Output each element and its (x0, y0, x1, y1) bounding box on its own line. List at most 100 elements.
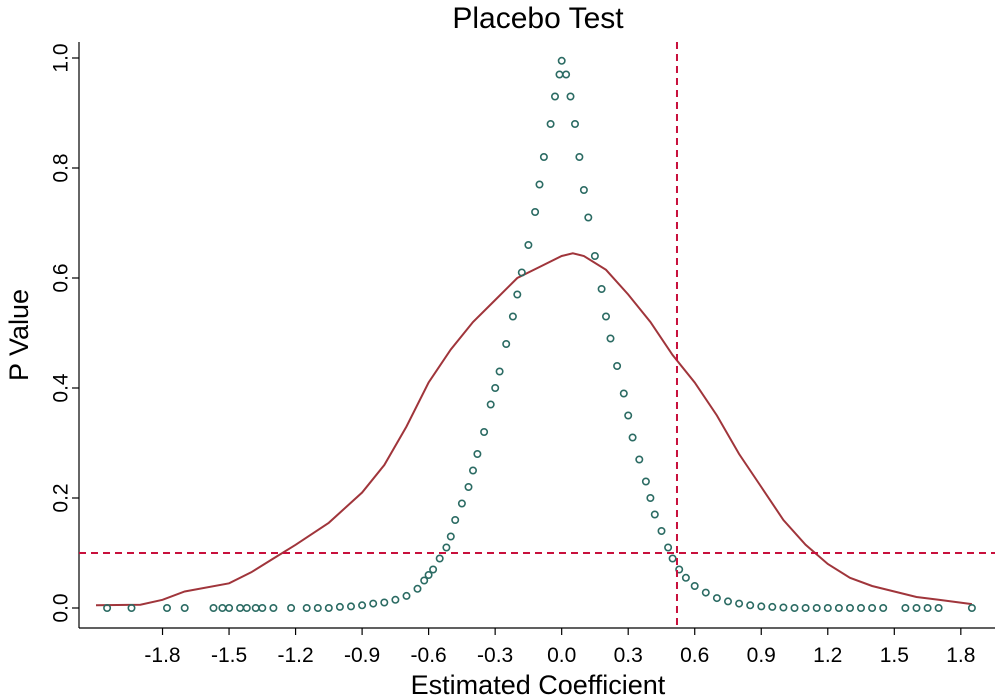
scatter-point (225, 603, 234, 612)
y-tick-label: 0.8 (50, 153, 73, 182)
scatter-point (701, 588, 710, 597)
scatter-point (735, 599, 744, 608)
scatter-point (597, 284, 606, 293)
scatter-point (555, 70, 564, 79)
scatter-point (313, 603, 322, 612)
x-tick-label: 0.3 (614, 644, 643, 667)
scatter-point (446, 532, 455, 541)
x-tick-label: 0.9 (747, 644, 776, 667)
scatter-point (242, 603, 251, 612)
scatter-point (723, 597, 732, 606)
scatter-point (657, 526, 666, 535)
y-axis-label: P Value (4, 289, 34, 381)
scatter-point (901, 603, 910, 612)
scatter-point (302, 603, 311, 612)
x-tick-label: -0.3 (477, 644, 513, 667)
scatter-point (641, 477, 650, 486)
x-axis-label: Estimated Coefficient (411, 670, 666, 700)
scatter-point (209, 603, 218, 612)
scatter-point (369, 599, 378, 608)
scatter-point (912, 603, 921, 612)
scatter-point (646, 493, 655, 502)
scatter-point (546, 120, 555, 129)
y-tick-label: 0.0 (50, 593, 73, 622)
scatter-point (346, 602, 355, 611)
x-tick-label: -1.2 (277, 644, 313, 667)
scatter-point (845, 603, 854, 612)
scatter-point (380, 598, 389, 607)
scatter-point (664, 543, 673, 552)
x-tick-label: -1.8 (144, 644, 180, 667)
scatter-point (464, 482, 473, 491)
scatter-point (812, 603, 821, 612)
scatter-point (103, 603, 112, 612)
scatter-point (868, 603, 877, 612)
scatter-point (429, 565, 438, 574)
scatter-point (923, 603, 932, 612)
scatter-point (570, 120, 579, 129)
scatter-point (451, 515, 460, 524)
scatter-point (790, 603, 799, 612)
scatter-point (768, 602, 777, 611)
x-tick-label: -0.9 (344, 644, 380, 667)
scatter-point (491, 383, 500, 392)
scatter-point (779, 603, 788, 612)
scatter-point (562, 70, 571, 79)
scatter-point (435, 554, 444, 563)
scatter-point (856, 603, 865, 612)
scatter-point (502, 339, 511, 348)
scatter-point (486, 400, 495, 409)
scatter-point (624, 411, 633, 420)
scatter-point (420, 576, 429, 585)
scatter-point (757, 602, 766, 611)
scatter-point (566, 92, 575, 101)
scatter-point (619, 389, 628, 398)
y-tick-label: 1.0 (50, 43, 73, 72)
x-tick-label: -0.6 (411, 644, 447, 667)
scatter-point (801, 603, 810, 612)
scatter-point (513, 290, 522, 299)
scatter-point (535, 180, 544, 189)
y-tick-label: 0.4 (50, 373, 73, 403)
scatter-point (601, 312, 610, 321)
x-axis-ticks: -1.8 -1.5 -1.2 -0.9 -0.6 -0.3 0.0 0.3 0.6 0.9 1.2 1… (144, 628, 975, 667)
scatter-point (524, 241, 533, 250)
scatter-point (495, 367, 504, 376)
chart-title: Placebo Test (452, 2, 624, 35)
scatter-point (508, 312, 517, 321)
scatter-point (712, 594, 721, 603)
scatter-point (442, 543, 451, 552)
x-tick-label: 0.6 (680, 644, 709, 667)
y-tick-label: 0.6 (50, 263, 73, 292)
scatter-point (468, 466, 477, 475)
scatter-point (650, 510, 659, 519)
scatter-points (103, 56, 976, 612)
scatter-point (746, 601, 755, 610)
scatter-point (635, 455, 644, 464)
x-tick-label: 1.2 (813, 644, 842, 667)
scatter-point (668, 554, 677, 563)
scatter-point (575, 153, 584, 162)
x-tick-label: 1.8 (946, 644, 975, 667)
scatter-point (590, 252, 599, 261)
x-tick-label: 1.5 (880, 644, 909, 667)
scatter-point (934, 603, 943, 612)
scatter-point (557, 56, 566, 65)
plot-area: 0.00.20.40.60.81.0 -1.8 -1.5 -1.2 -0.9 -0.6-… (50, 42, 995, 667)
scatter-point (531, 208, 540, 217)
kernel-density-line (95, 252, 973, 607)
scatter-point (628, 433, 637, 442)
scatter-point (258, 603, 267, 612)
y-axis-ticks: 0.0 0.2 0.4 0.6 0.8 1.0 (50, 43, 79, 623)
scatter-point (579, 186, 588, 195)
scatter-point (251, 603, 260, 612)
scatter-point (681, 573, 690, 582)
scatter-point (967, 603, 976, 612)
scatter-point (180, 603, 189, 612)
scatter-point (473, 449, 482, 458)
scatter-point (335, 602, 344, 611)
scatter-point (480, 427, 489, 436)
scatter-point (879, 603, 888, 612)
scatter-point (584, 213, 593, 222)
